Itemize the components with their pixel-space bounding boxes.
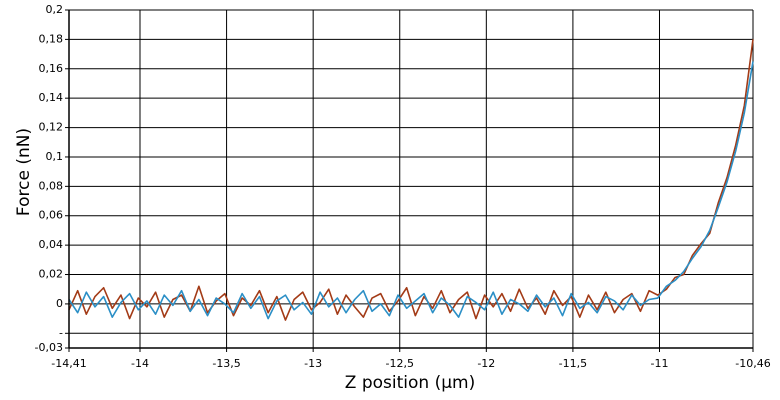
y-tick-label: - <box>59 326 63 339</box>
x-tick-label: -13,5 <box>212 357 240 370</box>
y-tick-label: 0,02 <box>39 268 64 281</box>
y-tick-label: 0 <box>56 297 63 310</box>
y-tick-label: 0,12 <box>39 121 64 134</box>
x-tick-label: -11,5 <box>559 357 587 370</box>
data-line <box>68 61 754 320</box>
x-tick-label: -12,5 <box>386 357 414 370</box>
x-tick-label: -10,46 <box>735 357 770 370</box>
y-tick-label: 0,06 <box>39 209 64 222</box>
x-tick-label: -14,41 <box>51 357 86 370</box>
y-tick-label: 0,16 <box>39 62 64 75</box>
x-tick-label: -13 <box>304 357 322 370</box>
x-axis-title: Z position (µm) <box>345 373 475 393</box>
y-tick-label: 0,04 <box>39 238 64 251</box>
y-tick-label: 0,1 <box>46 150 64 163</box>
data-line <box>68 39 754 321</box>
y-tick-label: 0,08 <box>39 179 64 192</box>
y-tick-label: 0,14 <box>39 91 64 104</box>
x-tick-label: -12 <box>477 357 495 370</box>
y-tick-label: 0,18 <box>39 32 64 45</box>
x-tick-label: -11 <box>651 357 669 370</box>
y-tick-label: -0,03 <box>35 341 63 354</box>
y-tick-label: 0,2 <box>46 3 64 16</box>
x-tick-label: -14 <box>131 357 149 370</box>
y-axis-title: Force (nN) <box>14 128 34 216</box>
